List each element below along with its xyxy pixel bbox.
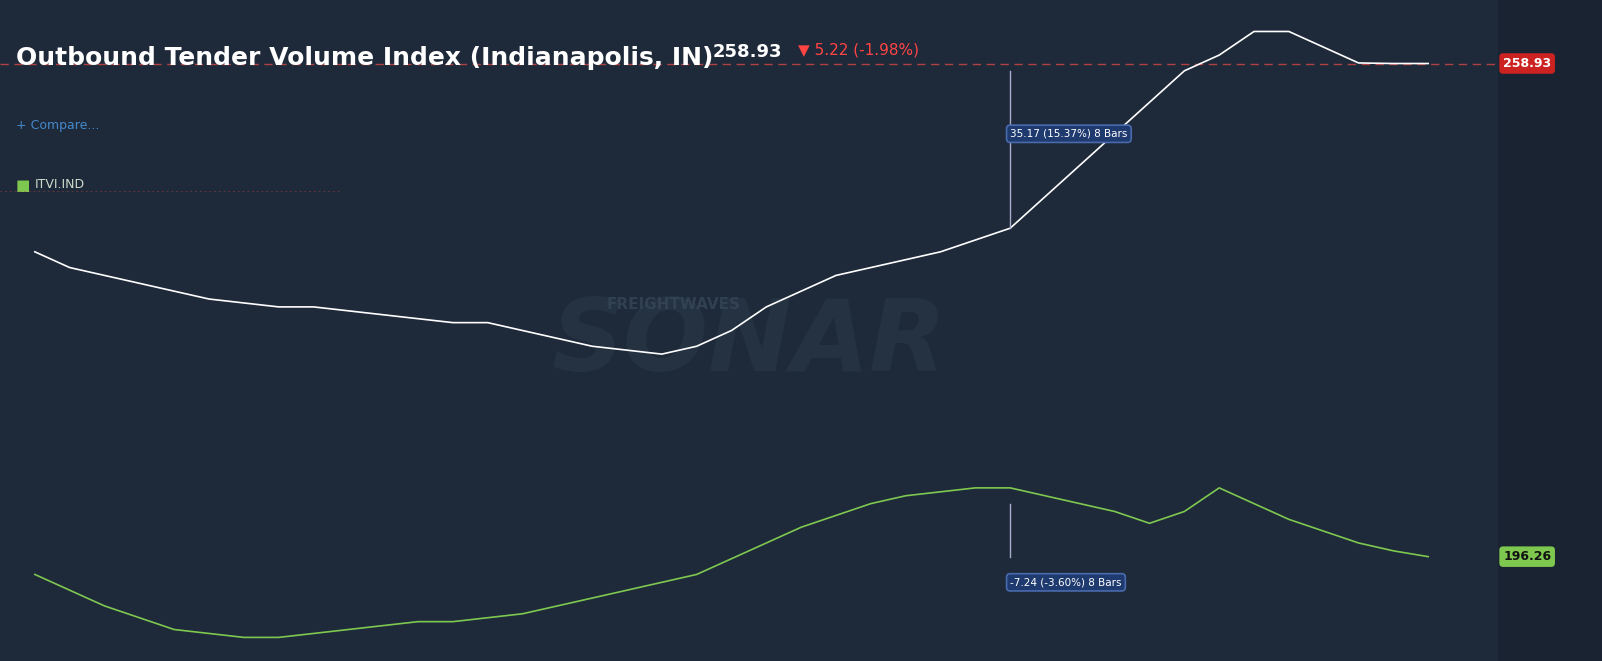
Text: 196.26: 196.26 bbox=[1503, 550, 1551, 563]
Text: SONAR: SONAR bbox=[551, 295, 947, 392]
Text: ▼ 5.22 (-1.98%): ▼ 5.22 (-1.98%) bbox=[798, 43, 920, 58]
Text: + Compare...: + Compare... bbox=[16, 119, 99, 132]
Text: ITVI.IND: ITVI.IND bbox=[35, 178, 85, 192]
Text: 35.17 (15.37%) 8 Bars: 35.17 (15.37%) 8 Bars bbox=[1011, 129, 1128, 139]
Text: 258.93: 258.93 bbox=[713, 43, 782, 61]
Text: Outbound Tender Volume Index (Indianapolis, IN): Outbound Tender Volume Index (Indianapol… bbox=[16, 46, 713, 70]
Text: -7.24 (-3.60%) 8 Bars: -7.24 (-3.60%) 8 Bars bbox=[1011, 577, 1121, 588]
Text: FREIGHTWAVES: FREIGHTWAVES bbox=[607, 297, 742, 311]
Text: ■: ■ bbox=[16, 178, 30, 194]
Text: - - - - - - - - - - - - - - - - - - - - - - - - - - - - - - - - - - - - - - - - : - - - - - - - - - - - - - - - - - - - - … bbox=[0, 188, 340, 194]
Text: 258.93: 258.93 bbox=[1503, 57, 1551, 70]
